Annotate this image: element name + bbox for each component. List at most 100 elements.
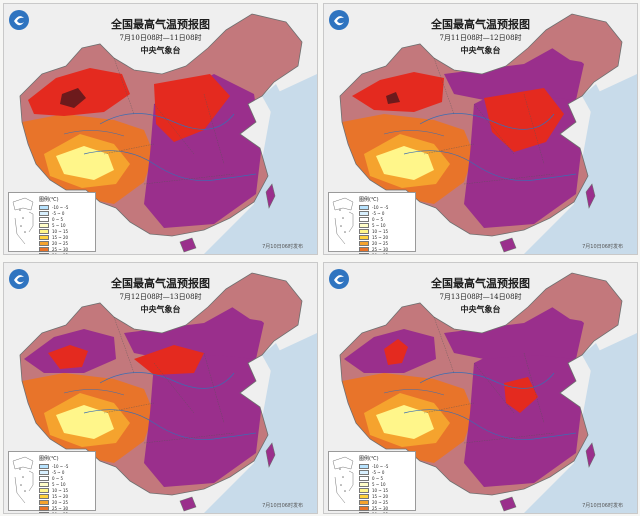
legend-item: 15 ~ 20 — [359, 234, 411, 240]
plateau-cool-zone — [376, 405, 434, 439]
inset-coast-west — [334, 217, 346, 245]
heat-zone-1 — [48, 345, 88, 369]
inset-coast — [332, 197, 354, 211]
legend-item: -10 ~ -5 — [39, 463, 91, 469]
heat-zone-1 — [384, 339, 408, 365]
legend-item: 5 ~ 10 — [359, 481, 411, 487]
legend-item: 20 ~ 25 — [39, 240, 91, 246]
taiwan-island — [265, 442, 276, 468]
forecast-panel-1: 全国最高气温预报图 7月10日08时—11日08时 中央气象台 图例(℃) -10… — [3, 3, 318, 255]
extreme-heat-zone — [386, 92, 400, 104]
legend-item: 25 ~ 30 — [359, 246, 411, 252]
legend-label: 5 ~ 10 — [52, 222, 66, 228]
province-border-4 — [463, 432, 555, 444]
yangtze-river — [83, 409, 257, 440]
legend-label: 15 ~ 20 — [52, 493, 69, 499]
forecast-panel-3: 全国最高气温预报图 7月12日08时—13日08时 中央气象台 图例(℃) -10… — [3, 262, 318, 514]
temperature-map — [324, 263, 637, 513]
forecast-period: 7月12日08时—13日08时 — [119, 293, 202, 301]
legend-label: -5 ~ 0 — [372, 210, 385, 216]
bohai-sea — [582, 84, 606, 114]
cma-logo — [328, 268, 350, 290]
legend-label: 20 ~ 25 — [52, 240, 69, 246]
legend-swatch — [39, 469, 49, 475]
river — [383, 389, 445, 396]
issue-time: 7月10日06时发布 — [582, 244, 623, 250]
legend-item: 5 ~ 10 — [39, 481, 91, 487]
legend-item: 0 ~ 5 — [359, 475, 411, 481]
northeast-zone — [226, 18, 294, 64]
legend-item: 10 ~ 15 — [359, 228, 411, 234]
south-china-sea-inset — [331, 455, 357, 507]
hainan-island — [499, 496, 517, 512]
north-hot-zone — [444, 303, 584, 359]
island-dot-3 — [20, 225, 22, 227]
inset-coast-east — [348, 470, 354, 492]
legend-label: 30 ~ 35 — [52, 252, 69, 255]
legend-swatch — [39, 204, 49, 210]
legend-item: 15 ~ 20 — [39, 493, 91, 499]
forecast-period: 7月11日08时—12日08时 — [439, 34, 522, 42]
cma-logo-icon — [329, 10, 349, 30]
legend-swatch — [359, 228, 369, 234]
cma-logo-icon — [9, 10, 29, 30]
legend-item: 20 ~ 25 — [359, 499, 411, 505]
legend-label: -5 ~ 0 — [372, 469, 385, 475]
legend-swatch — [359, 210, 369, 216]
south-china-sea-inset — [11, 196, 37, 248]
hainan-island — [499, 237, 517, 253]
legend-swatch — [359, 481, 369, 487]
forecast-period: 7月10日08时—11日08时 — [119, 34, 202, 42]
island-dot-3 — [340, 225, 342, 227]
island-dot-3 — [20, 484, 22, 486]
island-dot-4 — [24, 231, 26, 233]
bohai-sea — [262, 84, 286, 114]
island-dot-1 — [19, 209, 21, 211]
agency-name: 中央气象台 — [140, 304, 181, 314]
island-dot-4 — [24, 490, 26, 492]
island-dot-1 — [19, 468, 21, 470]
heat-zone-2 — [484, 88, 564, 152]
province-border-2 — [153, 103, 195, 155]
legend-swatch — [359, 493, 369, 499]
legend-swatch — [39, 511, 49, 513]
legend-label: -10 ~ -5 — [52, 463, 69, 469]
province-border-5 — [103, 402, 155, 414]
legend-label: 15 ~ 20 — [372, 493, 389, 499]
legend-swatch — [359, 222, 369, 228]
legend-item: -5 ~ 0 — [359, 210, 411, 216]
province-border-3 — [523, 93, 545, 165]
inset-coast — [12, 197, 34, 211]
legend-label: 25 ~ 30 — [52, 246, 69, 252]
extreme-heat-zone — [60, 88, 86, 108]
northeast-zone — [546, 18, 614, 64]
legend-item: 25 ~ 30 — [359, 505, 411, 511]
legend-swatch — [39, 234, 49, 240]
inset-coast-east — [28, 470, 34, 492]
inset-coast-west — [14, 217, 26, 245]
island-dot-2 — [342, 217, 344, 219]
legend-label: 20 ~ 25 — [52, 499, 69, 505]
province-border-5 — [423, 143, 475, 155]
inset-coast-west — [14, 476, 26, 504]
yangtze-river — [403, 150, 577, 181]
legend-item: 15 ~ 20 — [39, 234, 91, 240]
legend-swatch — [39, 228, 49, 234]
legend-item: 0 ~ 5 — [39, 216, 91, 222]
bohai-sea — [262, 343, 286, 373]
legend-swatch — [359, 204, 369, 210]
hainan-island — [179, 237, 197, 253]
legend-swatch — [39, 463, 49, 469]
agency-name: 中央气象台 — [140, 45, 181, 55]
island-dot-1 — [339, 209, 341, 211]
province-border-2 — [473, 362, 515, 414]
legend-item: 15 ~ 20 — [359, 493, 411, 499]
yellow-river — [419, 372, 555, 389]
legend-swatch — [39, 246, 49, 252]
legend-item: 25 ~ 30 — [39, 246, 91, 252]
